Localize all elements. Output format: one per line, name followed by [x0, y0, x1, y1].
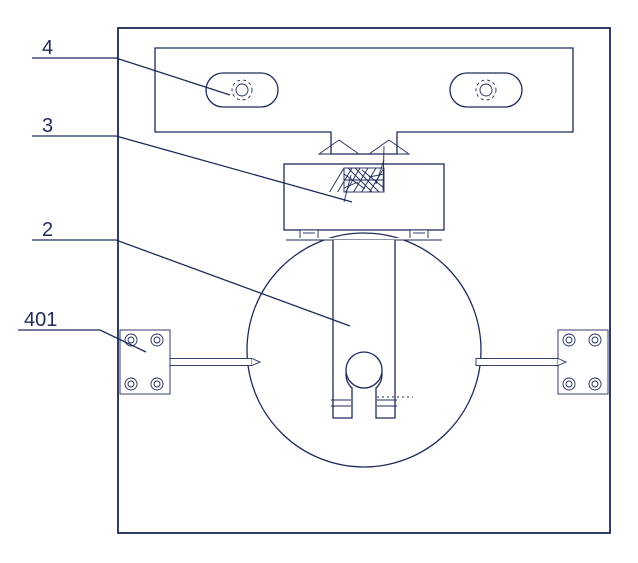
- callout-2-label: 2: [42, 219, 53, 241]
- mid-block: [284, 146, 444, 240]
- technical-drawing: 4 3 2 401: [0, 0, 638, 563]
- callout-3-label: 3: [42, 115, 53, 137]
- right-bracket: [476, 330, 608, 394]
- left-bracket: [120, 330, 260, 394]
- callout-401-label: 401: [24, 309, 57, 331]
- top-bracket: [155, 48, 573, 154]
- callout-4-label: 4: [42, 37, 53, 59]
